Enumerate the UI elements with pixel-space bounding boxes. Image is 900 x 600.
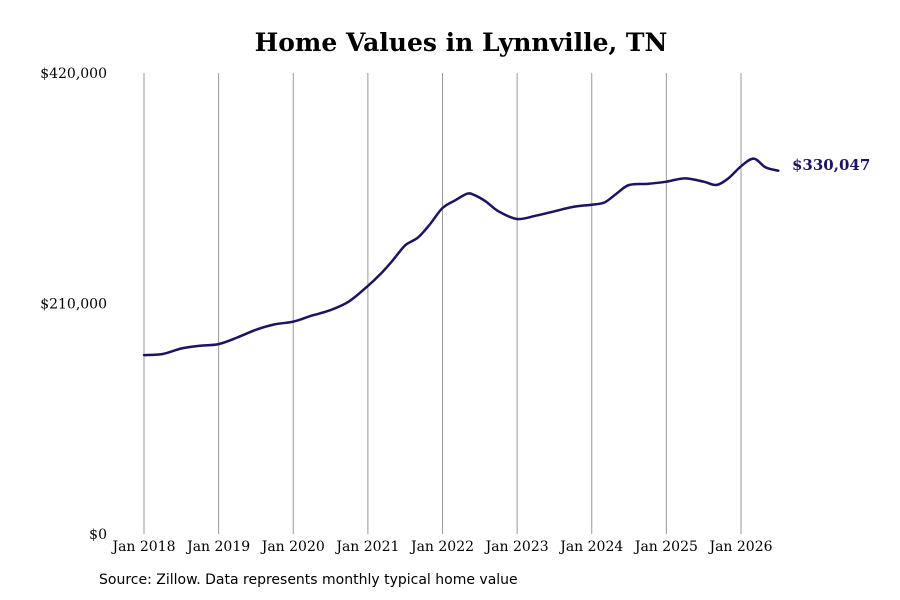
x-tick-label: Jan 2025 [633, 539, 698, 555]
series-line-0 [142, 157, 780, 357]
chart-title: Home Values in Lynnville, TN [255, 28, 668, 57]
x-tick-label: Jan 2020 [260, 539, 325, 555]
x-tick-label: Jan 2018 [110, 539, 175, 555]
x-tick-labels: Jan 2018 Jan 2019 Jan 2020 Jan 2021 Jan 2022… [110, 539, 772, 555]
series-layer [142, 157, 780, 357]
y-tick-labels: $0 $210,000 $420,000 [40, 66, 107, 543]
source-note: Source: Zillow. Data represents monthly … [99, 572, 518, 588]
x-tick-label: Jan 2026 [707, 539, 772, 555]
vertical-gridlines [143, 73, 742, 534]
x-tick-label: Jan 2022 [409, 539, 474, 555]
x-tick-label: Jan 2021 [334, 539, 399, 555]
x-tick-label: Jan 2023 [484, 539, 549, 555]
end-value-label: $330,047 [792, 156, 870, 174]
y-tick-label: $210,000 [40, 297, 107, 313]
y-tick-label: $0 [89, 527, 107, 543]
x-tick-label: Jan 2024 [558, 539, 623, 555]
y-tick-label: $420,000 [40, 66, 107, 82]
x-tick-label: Jan 2019 [185, 539, 250, 555]
